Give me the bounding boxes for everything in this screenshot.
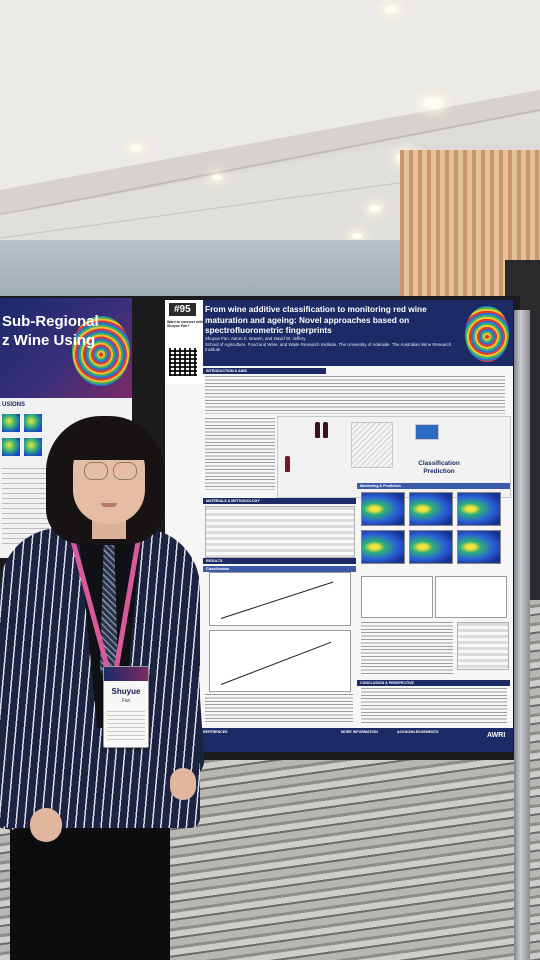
glasses-icon bbox=[84, 462, 108, 480]
ceiling-light bbox=[385, 6, 397, 14]
main-poster: #95 Want to connect with Shuyue Fan? Fro… bbox=[165, 300, 513, 752]
section-classification: Classification bbox=[203, 566, 356, 572]
wine-bottle-icon bbox=[285, 456, 290, 472]
ceiling-light bbox=[423, 98, 443, 109]
name-badge: Shuyue Fan bbox=[103, 666, 149, 748]
aims-text bbox=[205, 418, 275, 490]
footer-acknowledgements: ACKNOWLEDGEMENTS bbox=[397, 730, 439, 734]
heatmap-panel bbox=[457, 492, 501, 526]
section-results: RESULTS bbox=[203, 558, 356, 564]
figure-caption bbox=[205, 694, 353, 722]
footer-references: REFERENCES bbox=[203, 730, 228, 734]
ceiling-panels bbox=[0, 0, 540, 250]
results-table bbox=[457, 622, 509, 670]
ceiling-light bbox=[130, 145, 142, 151]
intro-text bbox=[205, 376, 505, 414]
heatmap-thumb bbox=[2, 438, 20, 456]
badge-details bbox=[107, 711, 145, 741]
qr-code-icon bbox=[169, 348, 197, 376]
poster-number: #95 bbox=[169, 303, 196, 316]
spectrum-thumb bbox=[351, 422, 393, 468]
methods-table bbox=[205, 506, 355, 558]
heatmap-thumb bbox=[2, 414, 20, 432]
heatmap-panel bbox=[409, 492, 453, 526]
heatmap-panel bbox=[457, 530, 501, 564]
bangs bbox=[66, 420, 152, 460]
poster-affiliation: School of Agriculture, Food and Wine, an… bbox=[205, 341, 452, 353]
lanyard bbox=[67, 530, 143, 671]
badge-header bbox=[104, 667, 148, 681]
badge-first-name: Shuyue bbox=[111, 687, 141, 696]
badge-surname: Fan bbox=[121, 698, 131, 704]
fingerprint-icon bbox=[465, 306, 509, 362]
heatmap-thumb bbox=[24, 414, 42, 432]
wine-bottle-icon bbox=[315, 422, 320, 438]
mouth bbox=[101, 503, 117, 507]
section-monitoring: Monitoring & Prediction bbox=[357, 483, 510, 489]
poster-title: From wine additive classification to mon… bbox=[205, 304, 427, 336]
section-conclusion: CONCLUSION & PERSPECTIVE bbox=[357, 680, 510, 686]
heatmap-panel bbox=[361, 492, 405, 526]
wine-bottle-icon bbox=[323, 422, 328, 438]
right-hand bbox=[170, 768, 196, 800]
glasses-icon bbox=[113, 462, 137, 480]
awri-logo: AWRI bbox=[487, 732, 506, 739]
heatmap-panel bbox=[409, 530, 453, 564]
poster-footer bbox=[165, 728, 513, 752]
poster-author-names: Shuyue Fan, Aaron K. Bowen, and David W.… bbox=[205, 336, 306, 341]
instrument-icon bbox=[415, 424, 439, 440]
connect-text: Want to connect with Shuyue Fan? bbox=[167, 320, 204, 329]
left-poster-title-line: Sub-Regional bbox=[2, 313, 99, 330]
footer-more-info: MORE INFORMATION bbox=[341, 730, 378, 734]
section-intro: INTRODUCTION & AIMS bbox=[203, 368, 326, 374]
results-text bbox=[361, 622, 453, 676]
ceiling-light bbox=[369, 205, 381, 212]
display-pole bbox=[514, 310, 530, 960]
fingerprint-icon bbox=[72, 316, 130, 386]
heatmap-thumb bbox=[24, 438, 42, 456]
spectrum-plot bbox=[435, 576, 507, 618]
left-poster-title-line: z Wine Using bbox=[2, 332, 96, 349]
left-poster-section: USIONS bbox=[2, 402, 26, 408]
left-poster-title: Sub-Regional z Wine Using bbox=[2, 312, 132, 350]
left-hand bbox=[30, 808, 62, 842]
poster-authors: Shuyue Fan, Aaron K. Bowen, and David W.… bbox=[205, 336, 460, 353]
ceiling-light bbox=[212, 175, 222, 180]
classification-prediction-label: Classification Prediction bbox=[418, 460, 460, 475]
poster-header bbox=[165, 300, 513, 366]
conclusion-text bbox=[361, 688, 507, 724]
section-methods: MATERIALS & METHODOLOGY bbox=[203, 498, 356, 504]
heatmap-panel bbox=[361, 530, 405, 564]
ceiling-light bbox=[352, 233, 362, 239]
spectrum-plot bbox=[361, 576, 433, 618]
